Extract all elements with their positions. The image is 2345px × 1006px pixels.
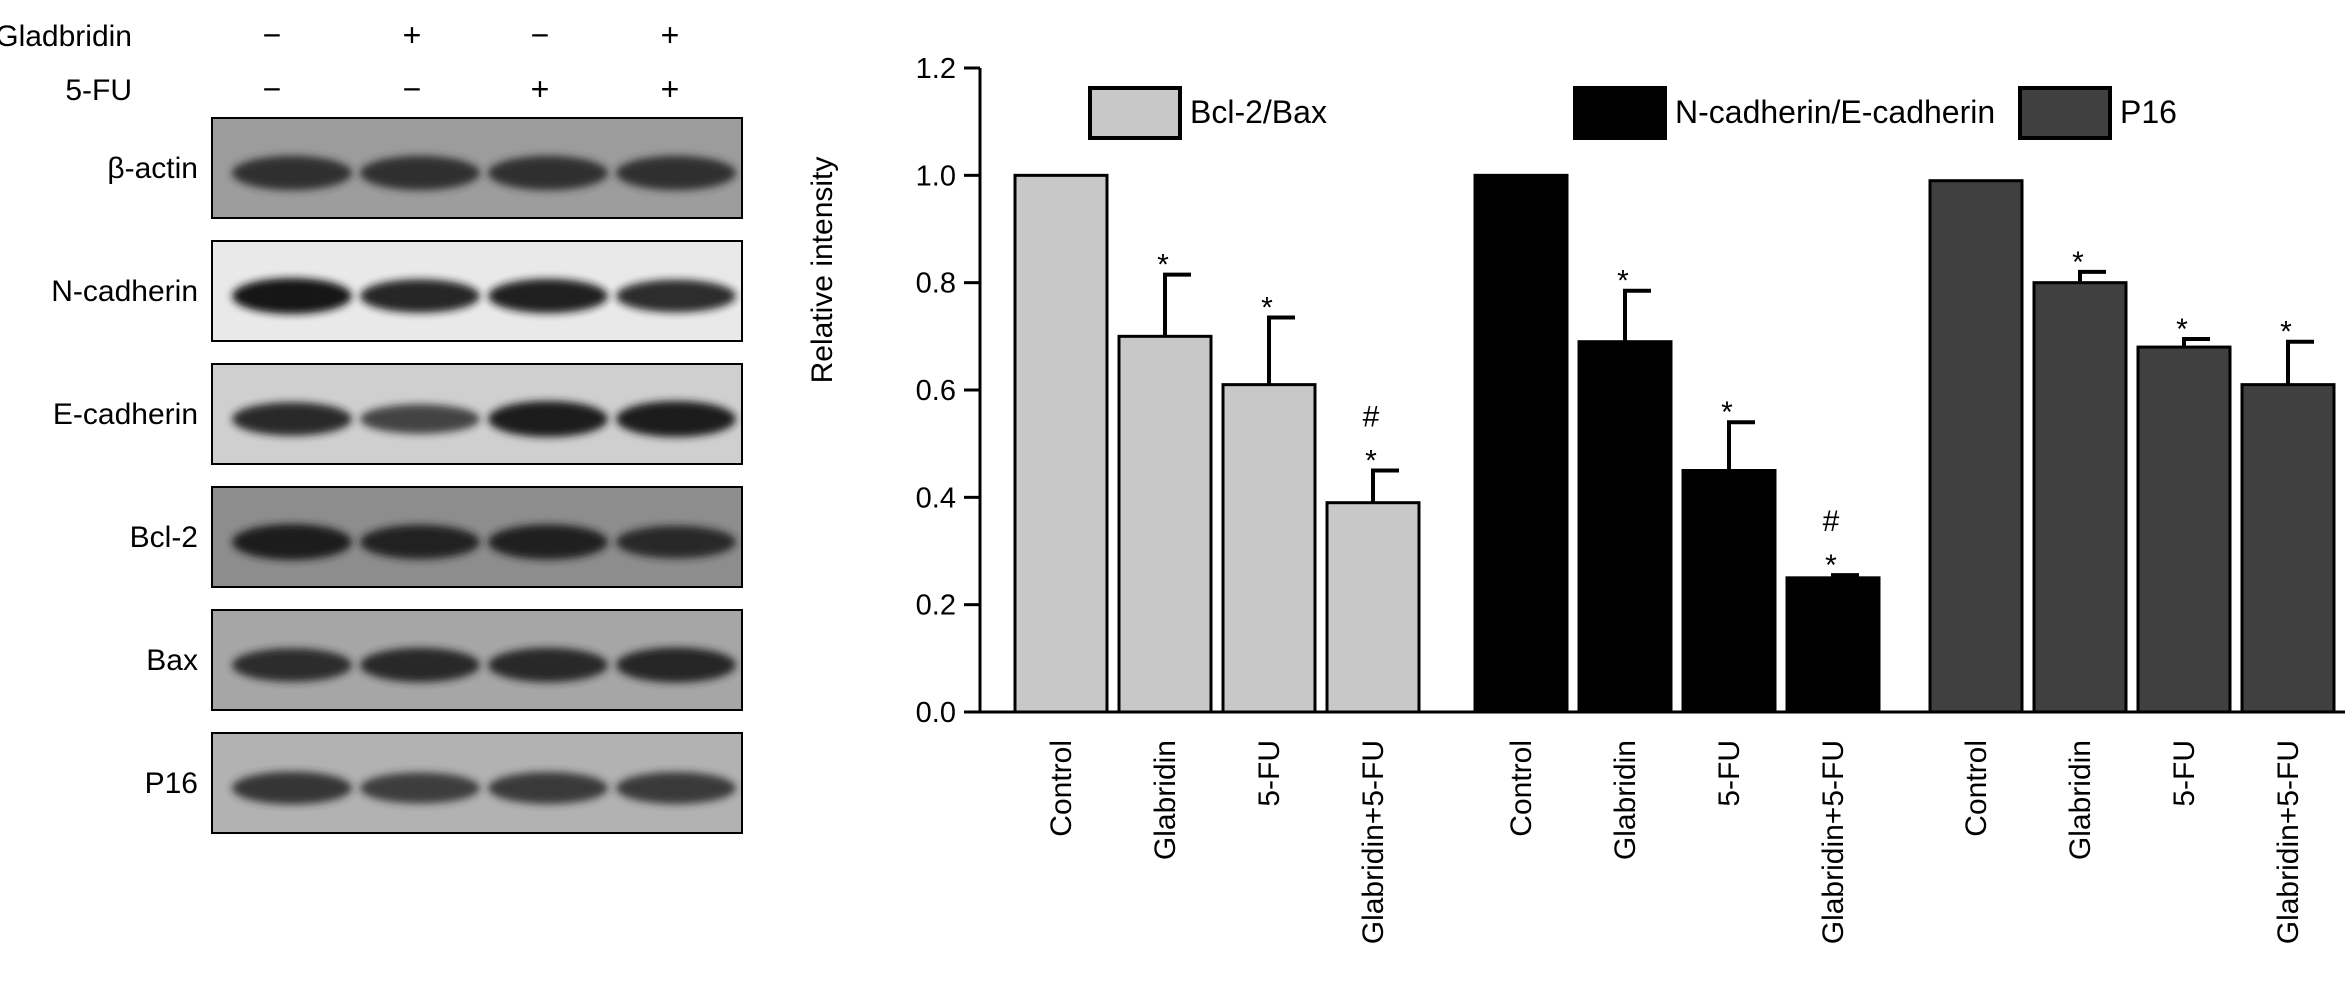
bar	[2136, 345, 2232, 714]
legend-label: Bcl-2/Bax	[1190, 94, 1327, 130]
x-tick-label: 5-FU	[1713, 740, 1746, 807]
bar	[1117, 334, 1213, 714]
bar	[1928, 179, 2024, 714]
y-tick-label: 0.4	[916, 482, 956, 514]
treatment-sign: −	[263, 71, 282, 107]
significance-mark: *	[1157, 249, 1169, 282]
blot-band	[616, 647, 736, 683]
significance-mark: #	[1823, 505, 1840, 538]
x-tick-label: Glabridin	[1609, 740, 1642, 860]
significance-mark: #	[1363, 401, 1380, 434]
y-axis: 0.0 0.2 0.4 0.6 0.8 1.0 1.2	[916, 53, 982, 729]
blot-band	[360, 647, 480, 683]
western-blot-panel: Gladbridin − + − +5-FU − − + + β-actin N-cadherin…	[0, 17, 743, 834]
treatment-sign: +	[531, 71, 550, 107]
blot-band	[232, 278, 352, 314]
bar-chart: Bcl-2/Bax N-cadherin/E-cadherin P16 0.0 0.2…	[806, 53, 2345, 944]
legend-label: P16	[2120, 94, 2177, 130]
bar	[2032, 281, 2128, 714]
treatment-label: 5-FU	[65, 74, 132, 107]
x-tick-label: 5-FU	[1253, 740, 1286, 807]
y-tick-label: 0.2	[916, 590, 956, 622]
bar	[1577, 340, 1673, 714]
treatment-sign: −	[531, 17, 550, 53]
x-tick-label: Glabridin+5-FU	[1817, 740, 1850, 944]
band-label: Bax	[146, 644, 198, 677]
bar	[1785, 576, 1881, 714]
blot-band	[488, 524, 608, 560]
legend-swatch	[1573, 86, 1667, 140]
x-tick-label: Control	[1045, 740, 1078, 837]
x-tick-label: Control	[1960, 740, 1993, 837]
blot-band	[616, 279, 736, 313]
blot-band	[232, 648, 352, 682]
legend-label: N-cadherin/E-cadherin	[1675, 94, 1995, 130]
y-tick-label: 1.2	[916, 53, 956, 85]
blot-band	[232, 771, 352, 805]
blot-band	[488, 772, 608, 804]
x-tick-label: 5-FU	[2168, 740, 2201, 807]
bar	[1221, 383, 1317, 714]
legend-swatch	[2018, 86, 2112, 140]
blot-band	[360, 772, 480, 804]
treatment-rows: Gladbridin − + − +5-FU − − + +	[0, 17, 679, 107]
bar	[1473, 173, 1569, 714]
significance-mark: *	[2176, 313, 2188, 346]
treatment-label: Gladbridin	[0, 20, 132, 53]
blot-band	[232, 402, 352, 436]
blot-band	[616, 155, 736, 191]
treatment-sign: +	[661, 71, 680, 107]
significance-mark: *	[1825, 549, 1837, 582]
blot-band	[232, 155, 352, 191]
significance-mark: *	[1365, 445, 1377, 478]
blot-band	[488, 278, 608, 314]
bar	[1325, 501, 1421, 714]
blot-band	[616, 525, 736, 559]
y-axis-label: Relative intensity	[806, 157, 839, 384]
significance-mark: *	[1261, 292, 1273, 325]
y-tick-label: 0.8	[916, 268, 956, 300]
blot-band	[488, 401, 608, 437]
band-label: β-actin	[107, 152, 198, 185]
blot-band	[616, 772, 736, 804]
significance-mark: *	[1617, 265, 1629, 298]
treatment-sign: +	[661, 17, 680, 53]
treatment-sign: −	[263, 17, 282, 53]
bar	[1681, 469, 1777, 714]
chart-legend: Bcl-2/Bax N-cadherin/E-cadherin P16	[1088, 86, 2177, 140]
treatment-sign: −	[403, 71, 422, 107]
blot-band	[616, 401, 736, 437]
x-tick-label: Glabridin+5-FU	[2272, 740, 2305, 944]
bars: * * * # * * * # * * *	[980, 173, 2345, 714]
band-label: Bcl-2	[130, 521, 198, 554]
blot-band	[360, 279, 480, 313]
blot-bands: β-actin N-cadherin E-cadherin Bcl-2 Bax P16	[51, 117, 743, 834]
y-tick-label: 1.0	[916, 160, 956, 192]
treatment-sign: +	[403, 17, 422, 53]
y-tick-label: 0.6	[916, 375, 956, 407]
y-tick-label: 0.0	[916, 697, 956, 729]
x-tick-label: Glabridin+5-FU	[1357, 740, 1390, 944]
band-label: N-cadherin	[51, 275, 198, 308]
band-label: P16	[145, 767, 198, 800]
x-tick-label: Control	[1505, 740, 1538, 837]
band-label: E-cadherin	[53, 398, 198, 431]
blot-band	[488, 647, 608, 683]
x-tick-labels: Control Glabridin 5-FU Glabridin+5-FU Contro…	[1045, 740, 2305, 944]
significance-mark: *	[2280, 316, 2292, 349]
blot-band	[360, 404, 480, 434]
blot-band	[360, 155, 480, 191]
blot-band	[360, 524, 480, 560]
blot-band	[488, 155, 608, 191]
legend-swatch	[1088, 86, 1182, 140]
blot-band	[232, 524, 352, 560]
significance-mark: *	[1721, 396, 1733, 429]
x-tick-label: Glabridin	[2064, 740, 2097, 860]
significance-mark: *	[2072, 246, 2084, 279]
x-tick-label: Glabridin	[1149, 740, 1182, 860]
bar	[1013, 173, 1109, 714]
bar	[2240, 383, 2336, 714]
